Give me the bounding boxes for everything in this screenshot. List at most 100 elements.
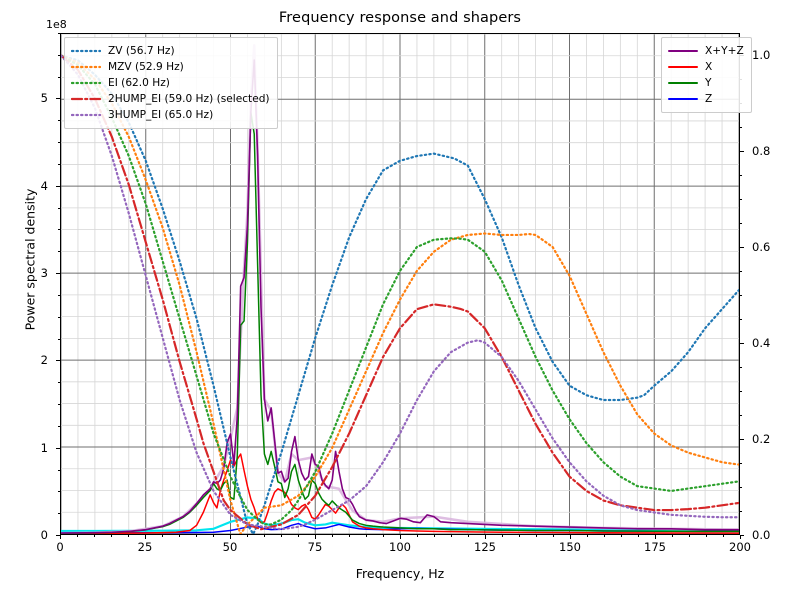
x-tick-minor bbox=[468, 535, 469, 537]
y-tick-left-minor bbox=[58, 142, 60, 144]
x-tick-minor bbox=[621, 535, 622, 537]
legend-shapers[interactable]: ZV (56.7 Hz) MZV (52.9 Hz) EI (62.0 Hz) 2HU… bbox=[64, 37, 278, 129]
x-tick-minor bbox=[196, 535, 197, 537]
x-tick-minor bbox=[366, 535, 367, 537]
x-tick-minor bbox=[179, 535, 180, 537]
legend-axes[interactable]: X+Y+Z X Y Z bbox=[661, 37, 752, 113]
legend-axis-color-swatch-icon bbox=[668, 66, 698, 68]
legend-shaper-color-swatch-icon bbox=[71, 81, 101, 85]
y-tick-right-minor bbox=[740, 126, 742, 128]
series-line bbox=[61, 54, 739, 531]
x-tick-minor bbox=[264, 535, 265, 537]
x-tick-minor bbox=[672, 535, 673, 537]
x-tick-minor bbox=[128, 535, 129, 537]
legend-shaper-label: 3HUMP_EI (65.0 Hz) bbox=[108, 109, 214, 121]
x-tick-minor bbox=[502, 535, 503, 537]
x-tick-minor bbox=[519, 535, 520, 537]
legend-axis-color-swatch-icon bbox=[668, 50, 698, 52]
x-tick bbox=[570, 535, 571, 539]
legend-axis-item[interactable]: X+Y+Z bbox=[668, 43, 744, 59]
legend-shaper-item[interactable]: MZV (52.9 Hz) bbox=[71, 59, 270, 75]
y-tick-left bbox=[56, 535, 60, 536]
y-tick-right bbox=[740, 342, 744, 344]
y-tick-right bbox=[740, 246, 744, 248]
y-tick-right-minor bbox=[740, 462, 742, 464]
x-tick-minor bbox=[77, 535, 78, 537]
y-tick-left-minor bbox=[58, 207, 60, 209]
y-tick-label-left: 0 bbox=[40, 528, 48, 542]
legend-axis-item[interactable]: Z bbox=[668, 91, 744, 107]
y-tick-left bbox=[56, 98, 60, 100]
x-tick-minor bbox=[451, 535, 452, 537]
x-tick bbox=[485, 535, 486, 539]
legend-shaper-item[interactable]: EI (62.0 Hz) bbox=[71, 75, 270, 91]
chart-curves bbox=[61, 44, 739, 534]
x-tick-label: 150 bbox=[559, 540, 581, 554]
legend-shaper-color-swatch-icon bbox=[71, 97, 101, 101]
legend-axis-label: Y bbox=[705, 77, 712, 89]
y-tick-right-minor bbox=[740, 174, 742, 176]
x-tick-minor bbox=[298, 535, 299, 537]
x-tick bbox=[315, 535, 316, 539]
x-tick-label: 100 bbox=[389, 540, 411, 554]
x-tick-minor bbox=[247, 535, 248, 537]
series-line bbox=[61, 111, 739, 534]
y-tick-left-minor bbox=[58, 163, 60, 165]
legend-axis-label: X bbox=[705, 61, 713, 73]
y-tick-left-minor bbox=[58, 469, 60, 471]
y-tick-left-minor bbox=[58, 120, 60, 122]
x-tick-minor bbox=[536, 535, 537, 537]
x-tick-minor bbox=[638, 535, 639, 537]
y-tick-left bbox=[56, 185, 60, 187]
legend-axis-label: Z bbox=[705, 93, 713, 105]
x-tick bbox=[740, 535, 741, 539]
legend-shaper-item[interactable]: 3HUMP_EI (65.0 Hz) bbox=[71, 107, 270, 123]
y-tick-left-minor bbox=[58, 382, 60, 384]
x-tick-minor bbox=[417, 535, 418, 537]
legend-shaper-label: MZV (52.9 Hz) bbox=[108, 61, 184, 73]
y-tick-left-minor bbox=[58, 316, 60, 318]
y-tick-left-minor bbox=[58, 404, 60, 406]
series-line bbox=[61, 453, 739, 534]
legend-axis-item[interactable]: Y bbox=[668, 75, 744, 91]
y-tick-right-minor bbox=[740, 294, 742, 296]
y-tick-left-minor bbox=[58, 54, 60, 56]
series-line bbox=[61, 54, 739, 534]
page-title: Frequency response and shapers bbox=[278, 10, 522, 26]
series-line bbox=[61, 54, 739, 534]
x-tick-minor bbox=[723, 535, 724, 537]
x-tick-minor bbox=[434, 535, 435, 537]
x-tick-label: 175 bbox=[644, 540, 666, 554]
x-tick-minor bbox=[604, 535, 605, 537]
y-tick-label-left: 2 bbox=[40, 353, 48, 368]
legend-axis-item[interactable]: X bbox=[668, 59, 744, 75]
x-tick bbox=[400, 535, 401, 539]
y-tick-left-minor bbox=[58, 294, 60, 296]
legend-axis-color-swatch-icon bbox=[668, 82, 698, 84]
y-tick-left-minor bbox=[58, 425, 60, 427]
y-tick-label-left: 3 bbox=[40, 266, 48, 281]
y-tick-right-minor bbox=[740, 318, 742, 320]
x-tick-label: 75 bbox=[307, 540, 323, 554]
x-tick-minor bbox=[281, 535, 282, 537]
x-tick bbox=[230, 535, 231, 539]
x-tick bbox=[60, 535, 61, 539]
y-tick-left-minor bbox=[58, 338, 60, 340]
y-tick-left-minor bbox=[58, 513, 60, 515]
x-tick-minor bbox=[332, 535, 333, 537]
x-tick-minor bbox=[689, 535, 690, 537]
x-axis-label: Frequency, Hz bbox=[355, 566, 445, 581]
y-tick-left-minor bbox=[58, 229, 60, 231]
x-tick-minor bbox=[94, 535, 95, 537]
x-tick-label: 125 bbox=[474, 540, 496, 554]
y-tick-right-minor bbox=[740, 510, 742, 512]
y-tick-left bbox=[56, 447, 60, 449]
y-tick-label-right: 0.4 bbox=[752, 335, 771, 350]
x-tick-minor bbox=[162, 535, 163, 537]
y-tick-label-right: 0.6 bbox=[752, 239, 771, 254]
legend-shaper-item[interactable]: ZV (56.7 Hz) bbox=[71, 43, 270, 59]
legend-shaper-color-swatch-icon bbox=[71, 113, 101, 117]
legend-shaper-item[interactable]: 2HUMP_EI (59.0 Hz) (selected) bbox=[71, 91, 270, 107]
legend-axis-color-swatch-icon bbox=[668, 98, 698, 100]
series-line bbox=[61, 54, 739, 531]
